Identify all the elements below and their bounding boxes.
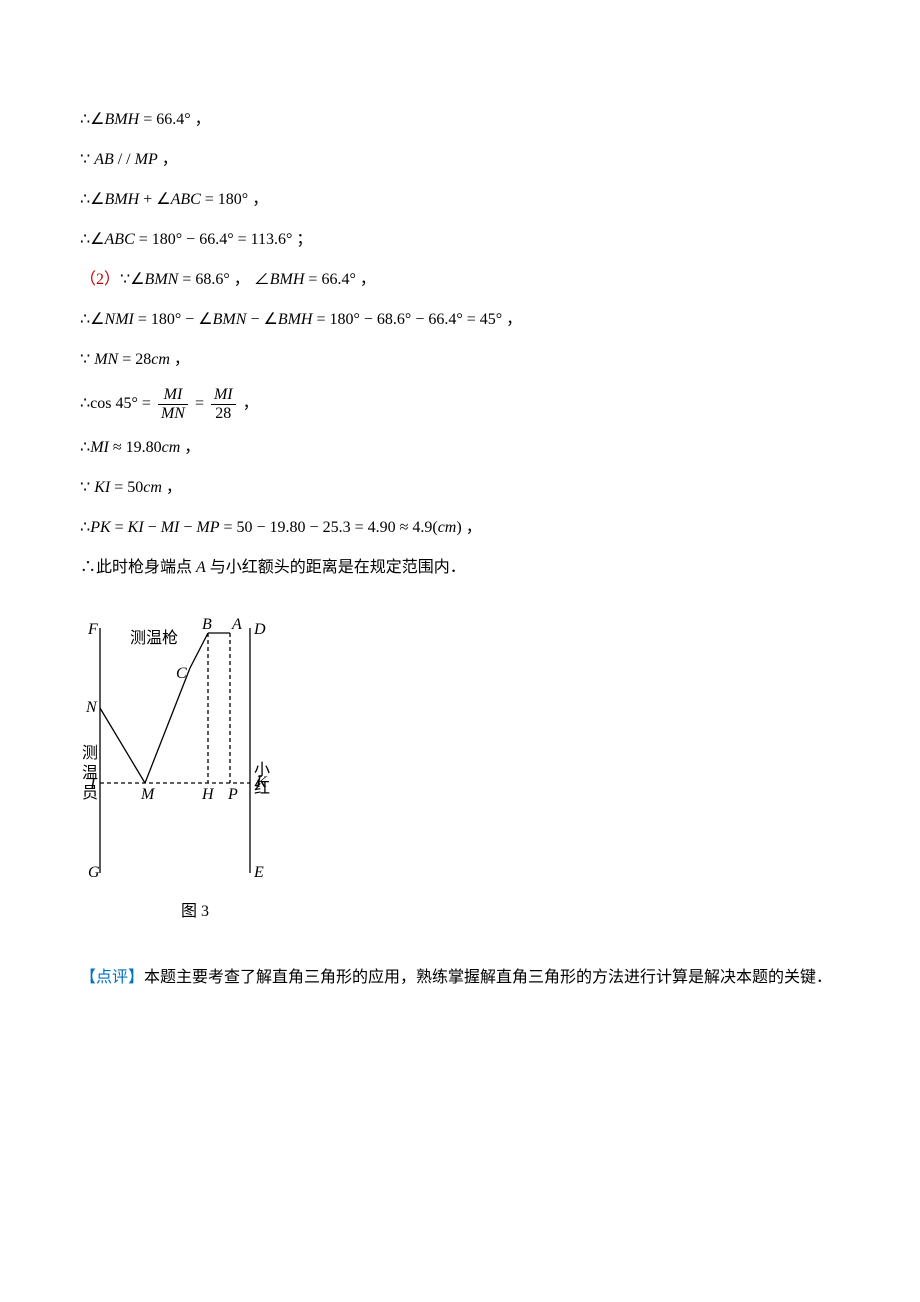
svg-text:温: 温 xyxy=(82,764,98,782)
svg-text:红: 红 xyxy=(254,779,270,797)
svg-text:H: H xyxy=(201,786,215,803)
math-line-10: ∵ KI = 50cm ， xyxy=(80,468,920,508)
svg-text:小: 小 xyxy=(254,761,270,779)
math-line-6: ∴∠NMI = 180° − ∠BMN − ∠BMH = 180° − 68.6… xyxy=(80,300,920,340)
svg-text:B: B xyxy=(202,616,212,633)
figure-caption: 图 3 xyxy=(80,892,310,932)
svg-text:A: A xyxy=(231,616,242,633)
svg-text:P: P xyxy=(227,786,238,803)
svg-text:E: E xyxy=(253,864,264,881)
svg-text:员: 员 xyxy=(82,784,98,802)
comment-line: 【点评】本题主要考查了解直角三角形的应用，熟练掌握解直角三角形的方法进行计算是解… xyxy=(80,962,920,994)
fraction-mi-28: MI 28 xyxy=(211,386,236,422)
fraction-mi-mn: MI MN xyxy=(158,386,188,422)
svg-text:D: D xyxy=(253,621,266,638)
math-line-12: ∴此时枪身端点 A 与小红额头的距离是在规定范围内． xyxy=(80,548,920,588)
math-line-7: ∵ MN = 28cm ， xyxy=(80,340,920,380)
math-line-5: （2）∵∠BMN = 68.6° ， ∠BMH = 66.4° ， xyxy=(80,260,920,300)
dianping-label: 【点评】 xyxy=(80,969,144,986)
svg-text:N: N xyxy=(85,699,98,716)
figure-3: FGDENIMCBAHPK测温枪测温员小红 图 3 xyxy=(80,608,310,932)
svg-text:G: G xyxy=(88,864,100,881)
svg-text:M: M xyxy=(140,786,156,803)
math-line-8: ∴cos 45° = MI MN = MI 28 ， xyxy=(80,380,920,428)
math-line-4: ∴∠ABC = 180° − 66.4° = 113.6° ； xyxy=(80,220,920,260)
svg-text:C: C xyxy=(176,665,187,682)
figure-3-svg: FGDENIMCBAHPK测温枪测温员小红 xyxy=(80,608,310,888)
svg-text:测温枪: 测温枪 xyxy=(130,629,178,647)
math-line-1: ∴∠BMH = 66.4° ， xyxy=(80,100,920,140)
math-line-11: ∴PK = KI − MI − MP = 50 − 19.80 − 25.3 =… xyxy=(80,508,920,548)
math-line-3: ∴∠BMH + ∠ABC = 180° ， xyxy=(80,180,920,220)
math-line-2: ∵ AB / / MP ， xyxy=(80,140,920,180)
math-line-9: ∴MI ≈ 19.80cm ， xyxy=(80,428,920,468)
svg-text:测: 测 xyxy=(82,744,98,762)
svg-text:F: F xyxy=(87,621,98,638)
